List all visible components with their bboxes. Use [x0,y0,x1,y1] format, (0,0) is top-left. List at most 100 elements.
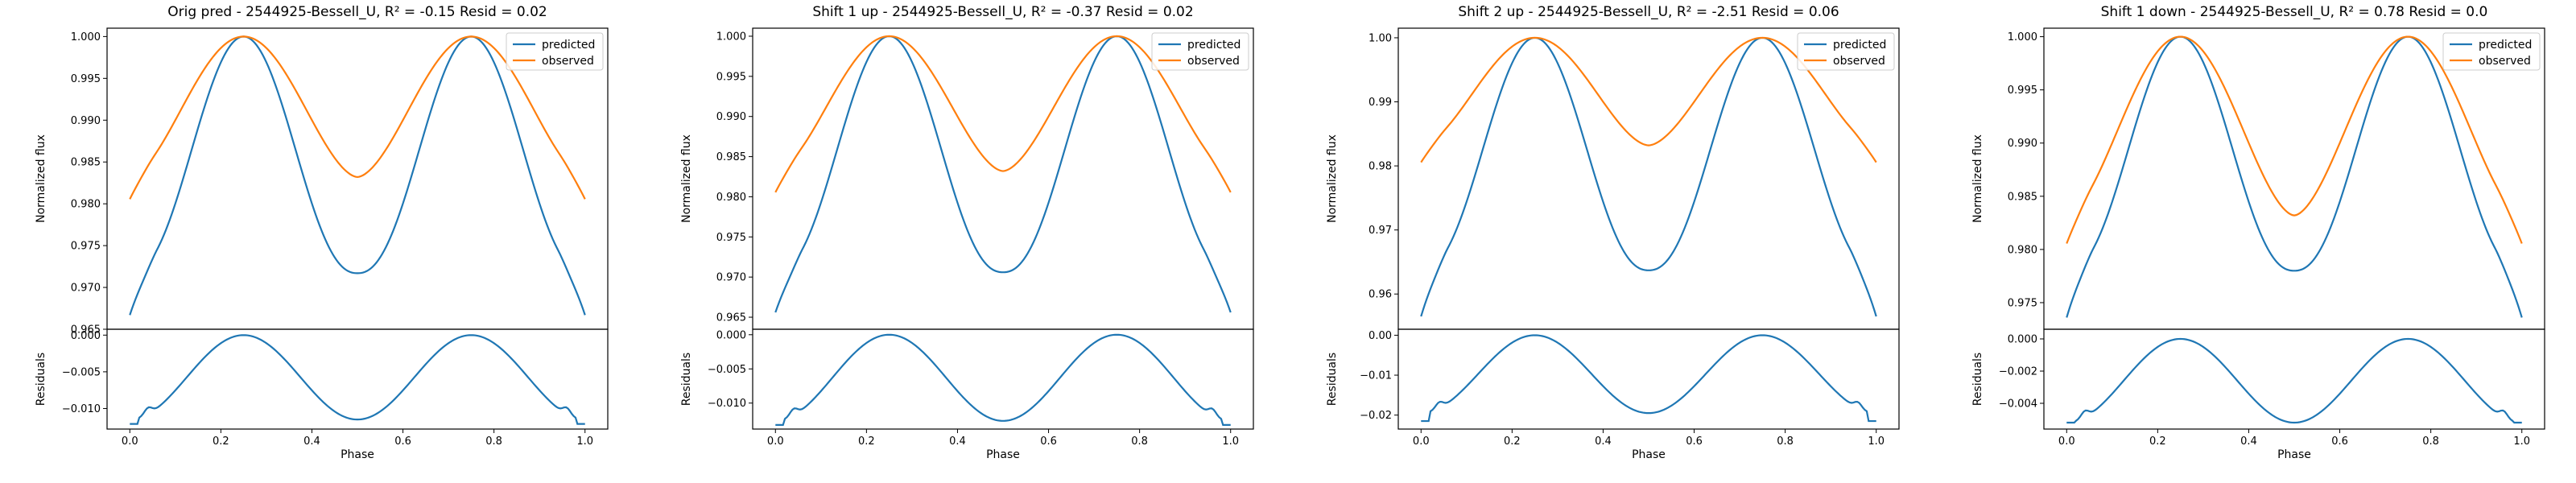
x-tick-label: 0.8 [2422,436,2439,448]
chart-title: Orig pred - 2544925-Bessell_U, R² = -0.1… [167,4,547,20]
x-tick-label: 0.2 [1504,436,1521,448]
chart-panel-2: Shift 1 up - 2544925-Bessell_U, R² = -0.… [680,4,1254,461]
y-tick-label: 0.990 [716,111,746,123]
x-axis-label: Phase [341,448,374,461]
y-tick-label: 0.980 [716,192,746,204]
y-axis-label: Normalized flux [35,134,47,223]
legend-label-observed: observed [1833,55,1885,68]
residual-y-tick-label: −0.010 [708,398,746,410]
x-tick-label: 0.2 [2149,436,2166,448]
y-tick-label: 0.995 [71,73,101,85]
series-line-predicted [774,35,1232,313]
y-tick-label: 1.00 [1368,32,1392,44]
y-tick-label: 0.975 [716,232,746,244]
residual-y-axis-label: Residuals [1971,353,1984,406]
y-axis-label: Normalized flux [680,134,693,223]
residual-y-tick-label: 0.000 [71,330,101,342]
main-axes-frame [106,27,609,330]
chart-panel-1: Orig pred - 2544925-Bessell_U, R² = -0.1… [35,4,609,461]
y-tick-label: 0.98 [1368,161,1392,173]
y-tick-label: 0.985 [2008,191,2037,203]
residual-y-tick-label: −0.02 [1360,410,1392,422]
legend: predicted observed [2442,32,2541,71]
x-tick-label: 0.4 [2240,436,2257,448]
x-tick-label: 0.0 [122,436,138,448]
legend-label-predicted: predicted [1187,39,1241,52]
y-tick-label: 0.97 [1368,225,1392,237]
chart-title: Shift 2 up - 2544925-Bessell_U, R² = -2.… [1458,4,1839,20]
y-tick-label: 0.995 [716,71,746,83]
chart-panel-4: Shift 1 down - 2544925-Bessell_U, R² = 0… [1971,4,2545,461]
series-line-residuals [2066,337,2522,424]
legend-label-observed: observed [542,55,594,68]
y-axis-label: Normalized flux [1971,134,1984,223]
residual-axes-frame [2043,328,2545,430]
x-tick-label: 1.0 [2513,436,2530,448]
y-tick-label: 0.965 [71,324,101,336]
legend-label-predicted: predicted [542,39,595,52]
legend-label-predicted: predicted [1833,39,1886,52]
x-axis-label: Phase [1632,448,1666,461]
residual-y-tick-label: 0.00 [1368,330,1392,342]
y-tick-label: 0.96 [1368,289,1392,301]
x-tick-label: 0.2 [858,436,875,448]
chart-panel-3: Shift 2 up - 2544925-Bessell_U, R² = -2.… [1326,4,1900,461]
y-tick-label: 1.000 [71,31,101,43]
x-tick-label: 0.6 [2331,436,2348,448]
y-axis-label: Normalized flux [1326,134,1339,223]
y-tick-label: 0.975 [71,241,101,253]
x-tick-label: 1.0 [576,436,593,448]
residual-y-tick-label: −0.002 [1999,366,2037,378]
residual-y-tick-label: 0.000 [2008,334,2037,346]
y-tick-label: 0.975 [2008,297,2037,309]
legend-label-observed: observed [1187,55,1240,68]
x-tick-label: 0.4 [949,436,966,448]
legend: predicted observed [506,32,604,71]
residual-y-tick-label: −0.005 [708,364,746,376]
x-axis-label: Phase [986,448,1020,461]
series-line-predicted [2066,35,2523,318]
y-tick-label: 0.980 [2008,244,2037,256]
chart-title: Shift 1 down - 2544925-Bessell_U, R² = 0… [2101,4,2488,20]
x-tick-label: 0.0 [2058,436,2075,448]
x-tick-label: 0.8 [1131,436,1148,448]
x-tick-label: 0.4 [1595,436,1612,448]
series-line-observed [2066,35,2523,244]
y-tick-label: 0.99 [1368,97,1392,109]
residual-y-tick-label: 0.000 [716,329,746,341]
residual-y-tick-label: −0.01 [1360,370,1392,382]
x-tick-label: 1.0 [1222,436,1239,448]
y-tick-label: 0.990 [2008,138,2037,150]
residual-axes-frame [752,328,1254,430]
y-tick-label: 0.980 [71,199,101,211]
y-tick-label: 1.000 [716,31,746,43]
y-tick-label: 0.970 [71,283,101,295]
y-tick-label: 1.000 [2008,31,2037,43]
series-line-residuals [1421,334,1876,423]
x-tick-label: 0.6 [1040,436,1057,448]
x-tick-label: 0.8 [485,436,502,448]
y-tick-label: 0.985 [716,151,746,163]
series-line-predicted [1420,36,1877,317]
residual-y-tick-label: −0.010 [62,403,101,415]
y-tick-label: 0.965 [716,312,746,324]
x-tick-label: 0.8 [1777,436,1794,448]
y-tick-label: 0.985 [71,157,101,169]
chart-title: Shift 1 up - 2544925-Bessell_U, R² = -0.… [812,4,1193,20]
y-tick-label: 0.970 [716,272,746,284]
x-tick-label: 0.6 [394,436,411,448]
x-tick-label: 0.0 [767,436,784,448]
x-tick-label: 1.0 [1868,436,1885,448]
legend-label-predicted: predicted [2479,39,2532,52]
residual-y-axis-label: Residuals [1326,353,1339,406]
x-tick-label: 0.4 [303,436,320,448]
x-axis-label: Phase [2277,448,2311,461]
y-tick-label: 0.990 [71,115,101,127]
residual-y-axis-label: Residuals [680,353,693,406]
legend: predicted observed [1151,32,1249,71]
residual-y-tick-label: −0.005 [62,366,101,378]
residual-axes-frame [106,328,609,430]
series-line-residuals [130,334,585,425]
x-tick-label: 0.2 [213,436,229,448]
